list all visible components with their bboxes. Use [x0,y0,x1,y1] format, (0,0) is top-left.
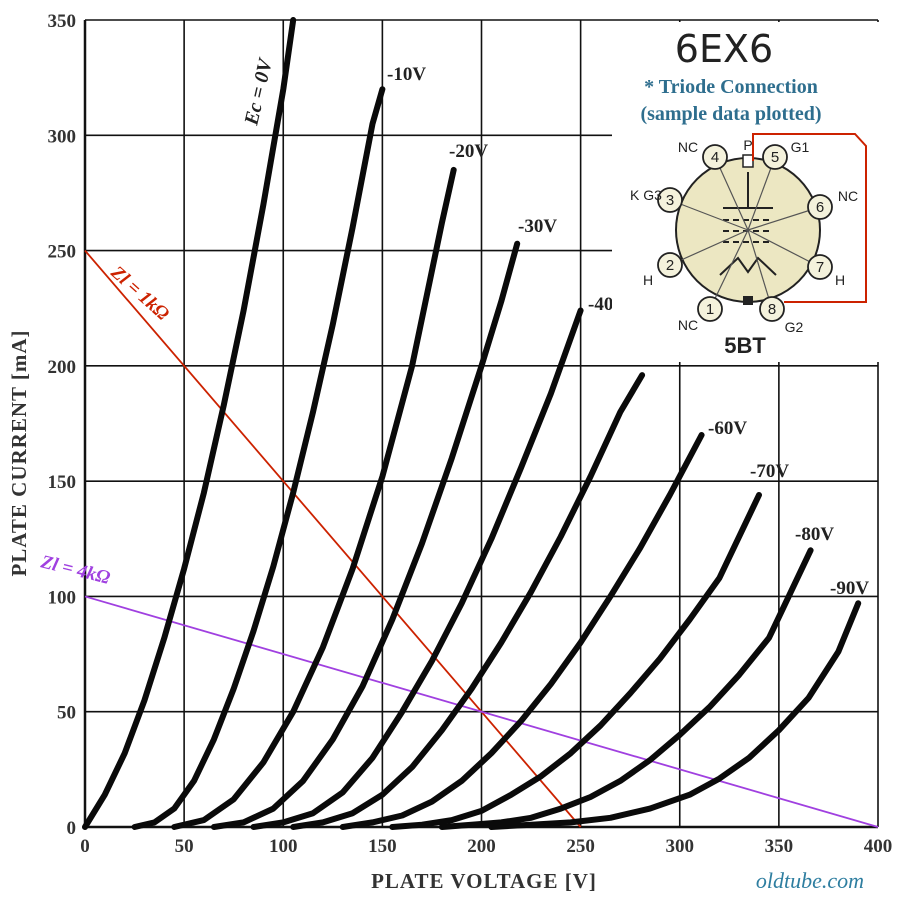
load-line-label-1: Zl = 1kΩ [106,261,173,324]
tube-pin-2: 2H [643,229,749,288]
y-tick-label: 0 [67,818,77,839]
x-tick-label: 150 [368,836,397,857]
curve-label: -90V [830,578,869,599]
curve-label-ec-0v: Ec = 0V [240,55,277,128]
tube-pin-8: 8 G2 [747,229,804,335]
pin-wire [747,229,773,310]
curve-minus-30v [210,240,521,830]
pin-number: 3 [666,192,674,209]
pin-circle [759,296,785,322]
pin-label: G2 [785,319,804,335]
pin-circle [807,254,833,280]
pin-number: 5 [771,149,779,166]
curve-minus-50v [290,372,646,830]
curve-label: -60V [708,418,747,439]
pin-circle [702,144,728,170]
x-tick-labels: 0 50 100 150 200 250 300 350 400 [80,836,892,857]
y-axis-title: PLATE CURRENT [mA] [7,329,31,576]
pin-circle [762,144,788,170]
pin-number: 2 [666,257,674,274]
pin-number: 7 [816,259,824,276]
plate-label: P [743,137,752,153]
subtitle-line-1: * Triode Connection [644,76,818,98]
subtitle-line-2: (sample data plotted) [640,103,821,125]
curve-minus-80v [438,547,814,830]
x-tick-label: 200 [467,836,496,857]
curve-label: -10V [387,64,426,85]
x-tick-label: 0 [80,836,90,857]
tube-pin-4: 4 NC [678,139,749,231]
pin-label: H [643,272,653,288]
y-tick-label: 100 [48,587,77,608]
pin-wire [709,229,749,310]
x-tick-label: 50 [175,836,194,857]
tube-info-panel: 6EX6 * Triode Connection (sample data pl… [612,22,888,362]
site-credit: oldtube.com [756,868,864,893]
tube-pin-7: 7H [747,229,845,288]
curve-label: -70V [750,461,789,482]
curve-minus-70v [389,492,762,830]
load-line-label-2: Zl = 4kΩ [38,551,112,589]
y-tick-label: 150 [48,472,77,493]
pin-wire [747,229,821,268]
pin-circle [657,187,683,213]
curve-minus-20v [171,166,457,830]
curve-minus-90v [488,600,862,830]
curve-label: -20V [449,141,488,162]
pin-wire [747,156,776,231]
y-tick-label: 50 [57,703,76,724]
key-notch [743,296,753,305]
pin-number: 1 [706,301,714,318]
plate-curves [82,17,862,830]
y-tick-label: 350 [48,11,77,32]
pin-circle [807,194,833,220]
pin-label: G1 [791,139,810,155]
x-axis-title: PLATE VOLTAGE [V] [371,869,597,893]
y-tick-label: 250 [48,242,77,263]
tube-pin-6: 6 NC [747,188,858,231]
pin-wire [714,156,749,231]
tube-base-name: 5BT [724,333,766,358]
pin-number: 8 [768,301,776,318]
triode-connection-wire [752,133,867,303]
curve-ec-0v [82,17,297,830]
pin-label: NC [678,139,698,155]
pin-label: K G3 [630,187,662,203]
pin-label: NC [838,188,858,204]
tube-electrodes [719,172,777,276]
curve-label: -30V [518,216,557,237]
pin-number: 6 [816,199,824,216]
pin-label: NC [678,317,698,333]
pin-circle [697,296,723,322]
y-tick-label: 300 [48,126,77,147]
tube-pin-3: 3K G3 [630,187,749,231]
x-tick-label: 300 [666,836,695,857]
plate-cap [742,154,754,168]
pin-wire [669,229,749,266]
tube-pin-1: 1 NC [678,229,749,333]
pin-wire [669,199,749,231]
curve-minus-10v [131,86,386,830]
x-tick-label: 400 [864,836,893,857]
pin-circle [657,252,683,278]
x-tick-label: 250 [566,836,595,857]
curve-minus-60v [339,432,705,830]
curve-label: -80V [795,524,834,545]
pin-number: 4 [711,149,719,166]
tube-title: 6EX6 [675,27,773,71]
curve-minus-40v [250,307,584,830]
pin-label: H [835,272,845,288]
y-tick-label: 200 [48,357,77,378]
x-tick-label: 350 [765,836,794,857]
x-tick-label: 100 [269,836,298,857]
tube-pin-5: 5 G1 [747,139,810,231]
y-tick-labels: 0 50 100 150 200 250 300 350 [48,11,77,839]
load-line-1 [84,249,582,828]
load-line-2 [84,595,879,828]
